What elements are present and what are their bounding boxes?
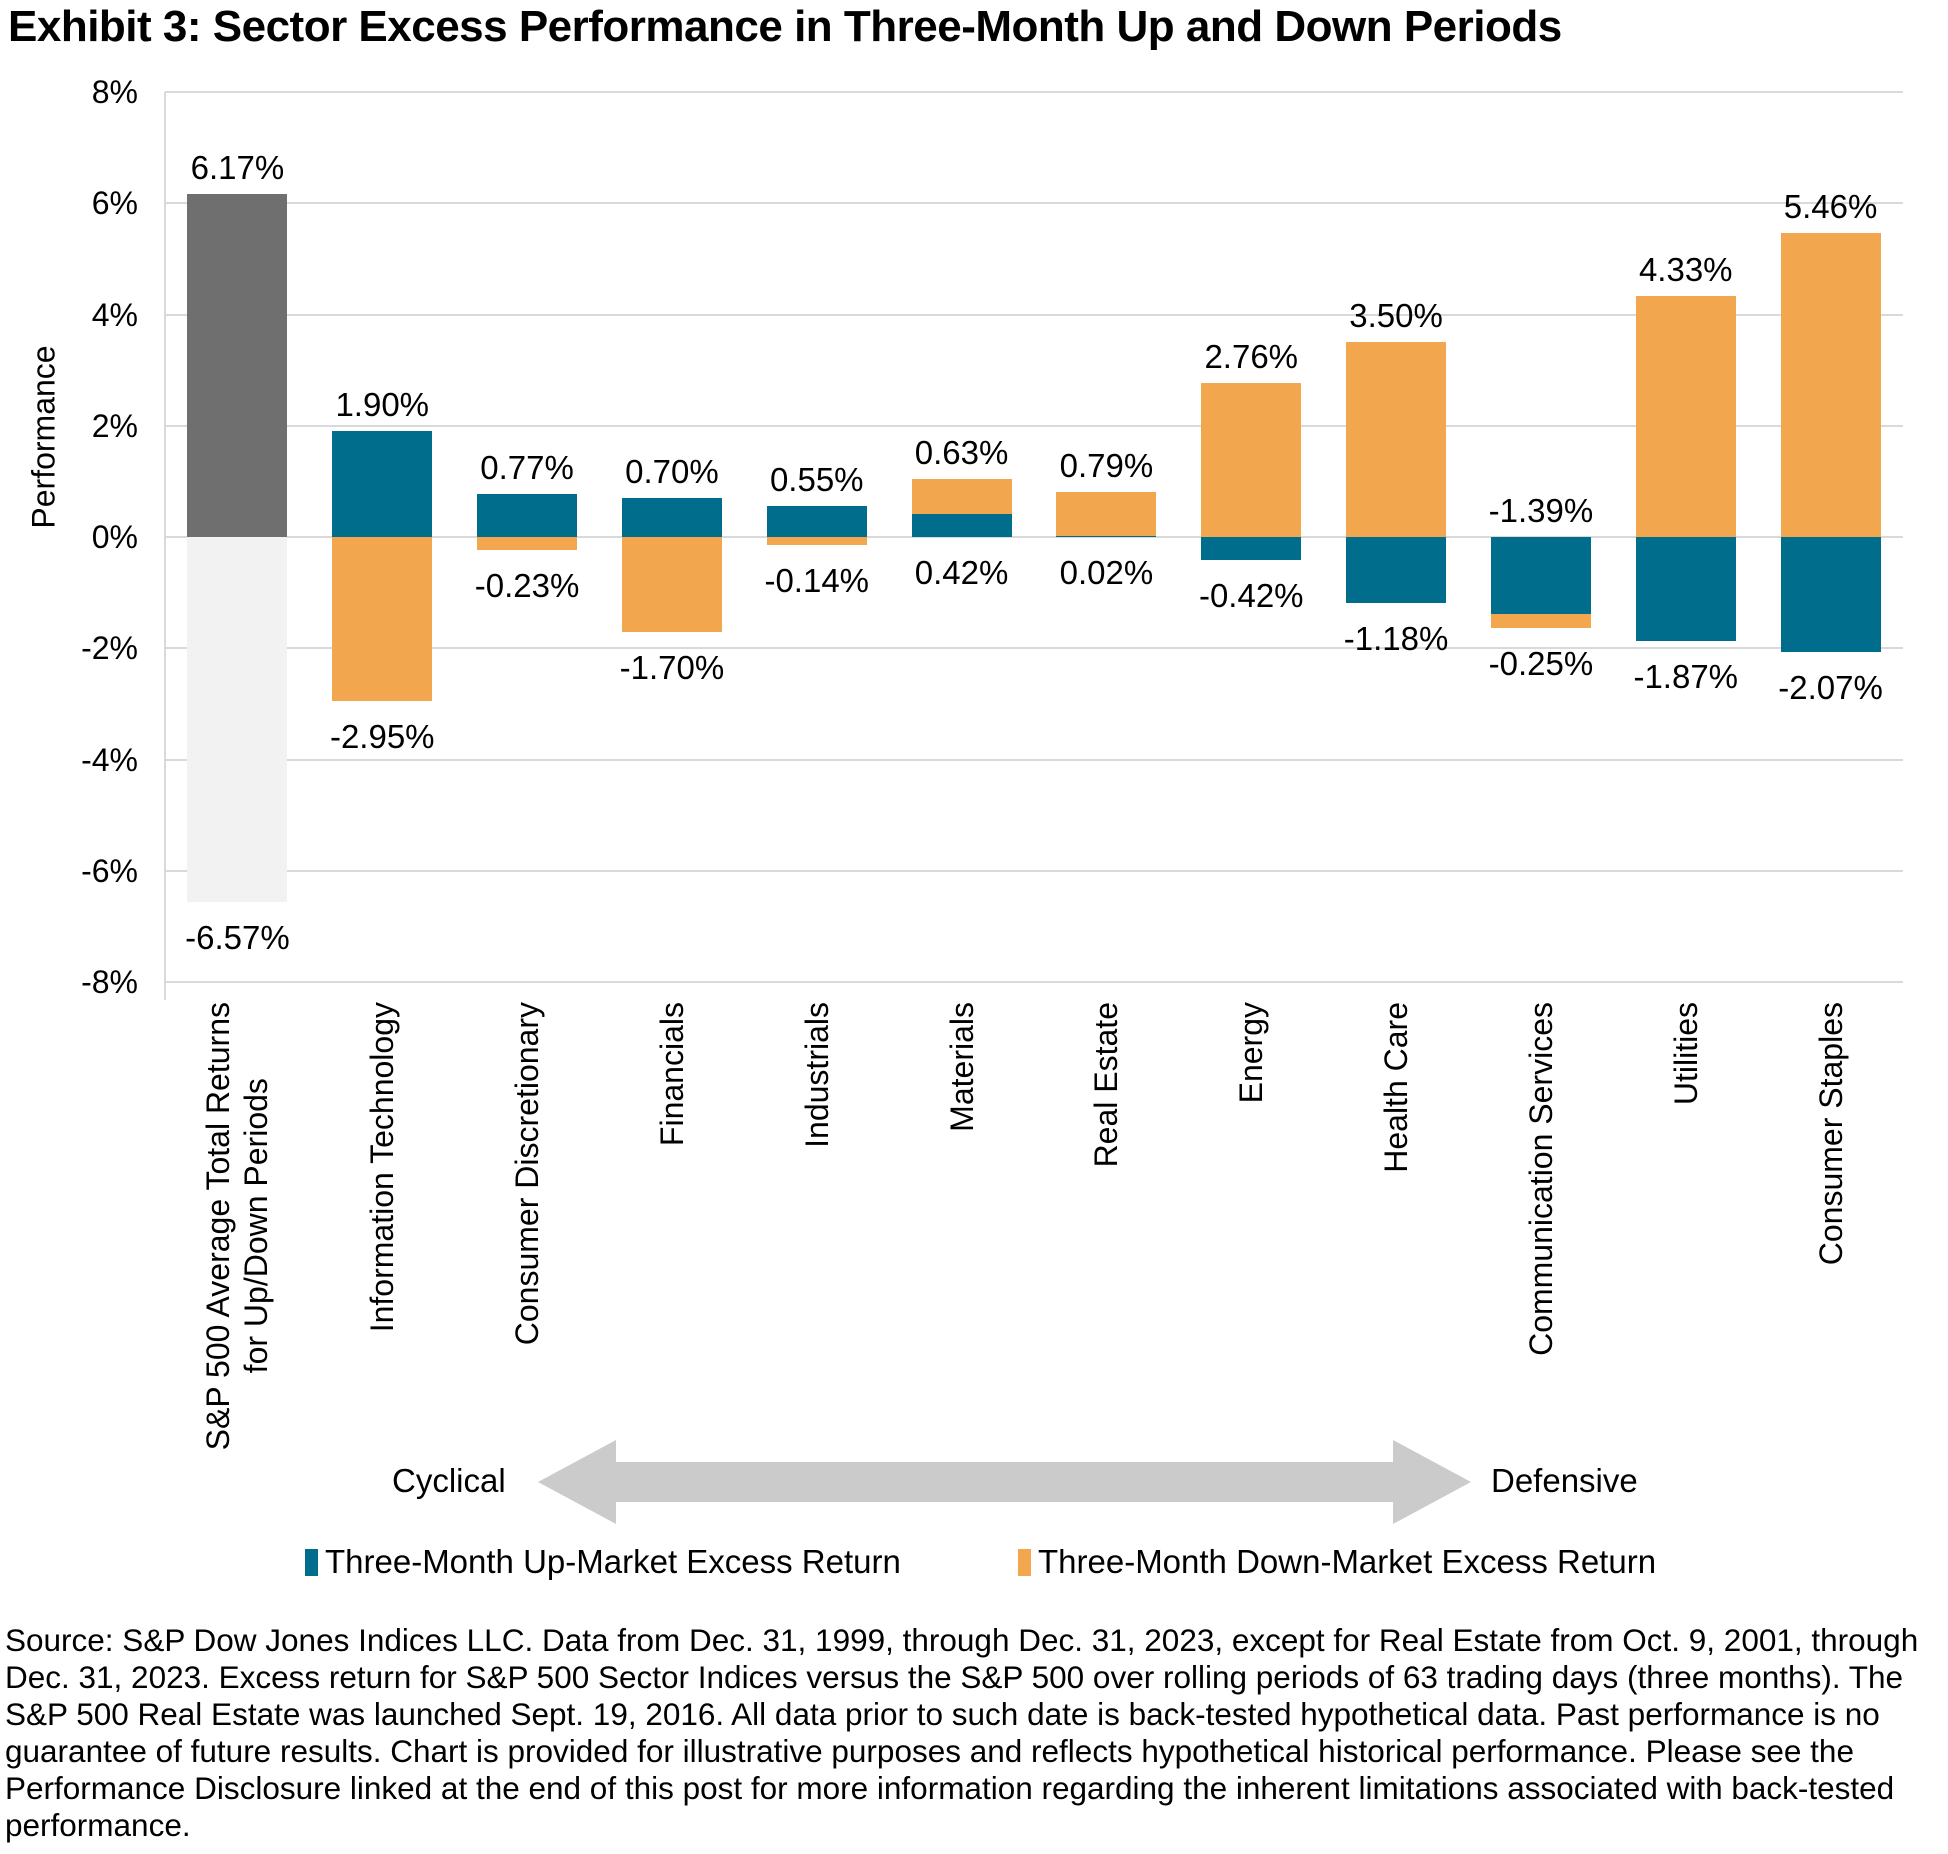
down-market-legend-swatch-icon [1018, 1548, 1031, 1576]
bar-value-label: 2.76% [1204, 338, 1299, 376]
bar-down-segment [911, 478, 1012, 514]
bar-value-label: -0.23% [474, 566, 580, 604]
y-tick-label: -8% [81, 964, 138, 1000]
chart-plot-area: 8% 6% 4% 2% 0% -2% -4% -6% -8% 6.17% -6.57% S&P 500… [81, 74, 1903, 1451]
bar-down-segment [187, 537, 288, 903]
bar-value-label: -1.18% [1343, 619, 1449, 657]
cyclical-defensive-arrow [614, 1462, 1394, 1502]
arrow-label-cyclical: Cyclical [392, 1462, 506, 1499]
bar-value-label: -2.95% [329, 718, 435, 756]
bar-value-label: 0.79% [1059, 446, 1154, 484]
x-category-label: Information Technology [364, 1002, 401, 1333]
x-category-label: Real Estate [1088, 1002, 1125, 1168]
y-tick-label: 0% [91, 519, 138, 555]
bar-down-segment [1346, 342, 1447, 537]
y-tick-label: -6% [81, 852, 138, 889]
gridline [165, 869, 1903, 872]
bar-up-segment [187, 193, 288, 537]
y-tick-label: -4% [81, 741, 138, 778]
gridline [165, 647, 1903, 650]
arrow-left-head-icon [538, 1440, 616, 1524]
x-category-label: Communication Services [1522, 1002, 1559, 1356]
bar-up-segment [332, 431, 433, 537]
legend-item: Three-Month Up-Market Excess Return [305, 1543, 901, 1581]
y-tick-label: 4% [91, 296, 138, 333]
y-tick-label: -2% [81, 630, 138, 667]
y-tick-label: 2% [91, 407, 138, 444]
bar-up-segment [1056, 535, 1157, 537]
arrow-label-defensive: Defensive [1491, 1462, 1638, 1499]
gridline [165, 313, 1903, 316]
bar-value-label: -0.14% [764, 561, 870, 599]
bar-value-label: 6.17% [190, 148, 285, 186]
bar-value-label: 4.33% [1638, 251, 1733, 289]
gridline [165, 91, 1903, 93]
legend-label: Three-Month Up-Market Excess Return [325, 1543, 901, 1580]
legend-item: Three-Month Down-Market Excess Return [1018, 1543, 1656, 1581]
gridline [165, 758, 1903, 761]
bar-value-label: 0.70% [625, 453, 719, 491]
x-category-label: Health Care [1378, 1002, 1415, 1173]
bar-down-segment [1635, 296, 1736, 537]
legend-label: Three-Month Down-Market Excess Return [1038, 1543, 1657, 1580]
bar-value-label: -0.25% [1488, 645, 1594, 683]
x-category-label: Industrials [798, 1002, 835, 1148]
page-title: Exhibit 3: Sector Excess Performance in … [8, 2, 1562, 51]
gridline [165, 536, 1903, 538]
bar-value-label: 3.50% [1349, 297, 1443, 335]
gridline [165, 202, 1903, 205]
arrow-right-head-icon [1393, 1440, 1471, 1524]
bar-value-label: -1.70% [619, 648, 725, 686]
bar-up-segment [1780, 537, 1881, 653]
bar-value-label: 0.63% [914, 433, 1009, 471]
bar-value-label: -0.42% [1198, 577, 1304, 615]
bar-value-label: -1.39% [1488, 492, 1594, 529]
bar-value-label: -1.87% [1633, 658, 1739, 696]
bar-up-segment [1490, 537, 1591, 615]
bar-down-segment [621, 537, 722, 632]
bar-up-segment [911, 513, 1012, 537]
bar-up-segment [1201, 537, 1302, 561]
bar-down-segment [766, 537, 867, 545]
x-category-label: Consumer Discretionary [509, 1002, 546, 1346]
bar-down-segment [477, 537, 578, 550]
x-category-label: Utilities [1667, 1002, 1704, 1106]
bar-down-segment [1780, 233, 1881, 537]
bar-down-segment [1056, 491, 1157, 536]
x-category-label: Financials [653, 1002, 690, 1147]
bar-value-label: 1.90% [335, 386, 430, 424]
bar-up-segment [766, 506, 867, 537]
x-category-label: Energy [1233, 1002, 1270, 1104]
bar-down-segment [1490, 614, 1591, 629]
bar-value-label: -2.07% [1778, 669, 1883, 707]
x-category-label: Consumer Staples [1812, 1002, 1849, 1266]
source-note: Source: S&P Dow Jones Indices LLC. Data … [5, 1622, 1919, 1843]
gridline [165, 981, 1903, 983]
bar-up-segment [1346, 537, 1447, 603]
gridline [165, 424, 1903, 427]
bar-value-label: 5.46% [1783, 188, 1878, 226]
y-tick-label: 8% [91, 74, 138, 110]
x-category-label: Materials [943, 1002, 980, 1132]
up-market-legend-swatch-icon [305, 1548, 318, 1576]
bar-down-segment [1201, 383, 1302, 537]
bar-value-label: 0.02% [1059, 554, 1154, 591]
bar-value-label: -6.57% [185, 919, 290, 957]
bar-up-segment [1635, 537, 1736, 642]
bar-value-label: 0.55% [769, 461, 864, 499]
bar-up-segment [621, 498, 722, 537]
bar-value-label: 0.42% [914, 554, 1009, 591]
y-axis-line [164, 92, 166, 1000]
bar-value-label: 0.77% [480, 449, 574, 487]
bar-up-segment [477, 494, 578, 537]
bar-down-segment [332, 537, 433, 702]
x-category-label: S&P 500 Average Total Returns for Up/Dow… [200, 1002, 275, 1451]
y-tick-label: 6% [91, 185, 138, 222]
